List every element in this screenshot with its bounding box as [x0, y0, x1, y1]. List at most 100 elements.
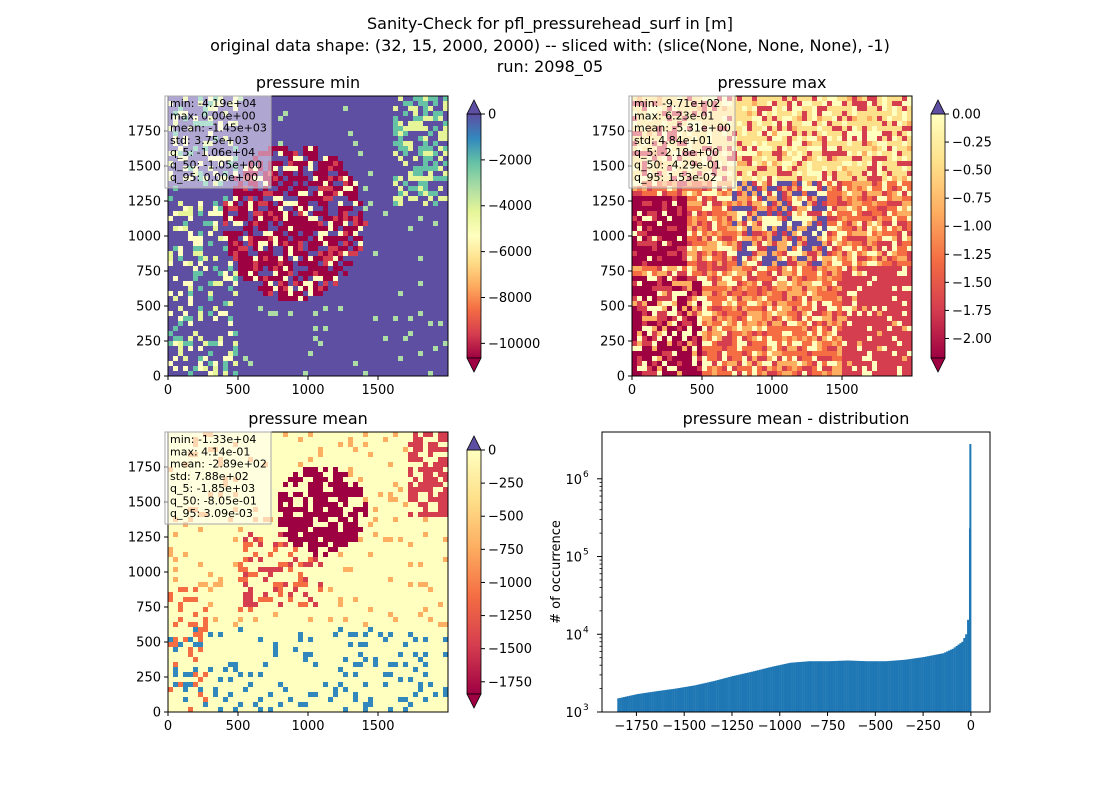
heatmap-cell — [298, 361, 304, 367]
heatmap-cell — [333, 111, 339, 117]
heatmap-cell — [762, 141, 768, 147]
heatmap-cell — [318, 231, 324, 237]
heatmap-cell — [712, 351, 718, 357]
heatmap-cell — [702, 196, 708, 202]
heatmap-cell — [298, 251, 304, 257]
heatmap-cell — [672, 326, 678, 332]
heatmap-cell — [398, 156, 404, 162]
heatmap-cell — [642, 301, 648, 307]
heatmap-cell — [263, 256, 269, 262]
heatmap-cell — [388, 141, 394, 147]
heatmap-cell — [218, 261, 224, 267]
heatmap-cell — [443, 351, 449, 357]
heatmap-cell — [428, 356, 434, 362]
heatmap-cell — [782, 171, 788, 177]
heatmap-cell — [208, 326, 214, 332]
heatmap-cell — [198, 186, 204, 192]
heatmap-cell — [647, 336, 653, 342]
heatmap-cell — [333, 151, 339, 157]
heatmap-cell — [782, 176, 788, 182]
heatmap-cell — [398, 251, 404, 257]
heatmap-cell — [398, 351, 404, 357]
heatmap-cell — [762, 286, 768, 292]
heatmap-cell — [433, 356, 439, 362]
heatmap-cell — [183, 231, 189, 237]
heatmap-cell — [223, 276, 229, 282]
heatmap-cell — [328, 126, 334, 132]
heatmap-cell — [393, 221, 399, 227]
heatmap-cell — [273, 331, 279, 337]
heatmap-cell — [767, 131, 773, 137]
heatmap-cell — [183, 186, 189, 192]
heatmap-cell — [353, 366, 359, 372]
heatmap-cell — [782, 206, 788, 212]
heatmap-cell — [278, 336, 284, 342]
heatmap-cell — [248, 261, 254, 267]
heatmap-cell — [243, 306, 249, 312]
heatmap-cell — [717, 321, 723, 327]
heatmap-cell — [632, 306, 638, 312]
heatmap-cell — [433, 236, 439, 242]
heatmap-cell — [767, 331, 773, 337]
heatmap-cell — [358, 151, 364, 157]
heatmap-cell — [433, 306, 439, 312]
heatmap-cell — [288, 111, 294, 117]
heatmap-cell — [243, 371, 249, 377]
heatmap-cell — [637, 226, 643, 232]
heatmap-cell — [433, 191, 439, 197]
heatmap-cell — [632, 351, 638, 357]
heatmap-cell — [348, 301, 354, 307]
heatmap-cell — [343, 141, 349, 147]
heatmap-cell — [777, 246, 783, 252]
heatmap-cell — [318, 96, 324, 102]
heatmap-cell — [767, 151, 773, 157]
heatmap-cell — [233, 341, 239, 347]
heatmap-cell — [433, 366, 439, 372]
heatmap-cell — [443, 361, 449, 367]
heatmap-cell — [363, 141, 369, 147]
heatmap-cell — [682, 281, 688, 287]
heatmap-cell — [253, 286, 259, 292]
heatmap-cell — [637, 251, 643, 257]
heatmap-cell — [757, 246, 763, 252]
heatmap-cell — [323, 251, 329, 257]
heatmap-cell — [173, 221, 179, 227]
heatmap-cell — [353, 306, 359, 312]
heatmap-cell — [218, 211, 224, 217]
heatmap-cell — [238, 241, 244, 247]
heatmap-cell — [757, 136, 763, 142]
heatmap-cell — [702, 206, 708, 212]
heatmap-cell — [363, 351, 369, 357]
heatmap-cell — [438, 291, 444, 297]
heatmap-cell — [243, 261, 249, 267]
heatmap-cell — [672, 361, 678, 367]
heatmap-cell — [632, 321, 638, 327]
heatmap-cell — [343, 271, 349, 277]
heatmap-cell — [398, 191, 404, 197]
heatmap-cell — [293, 156, 299, 162]
heatmap-cell — [333, 156, 339, 162]
heatmap-cell — [318, 346, 324, 352]
heatmap-cell — [198, 281, 204, 287]
heatmap-cell — [777, 241, 783, 247]
heatmap-cell — [198, 241, 204, 247]
heatmap-cell — [373, 216, 379, 222]
heatmap-cell — [203, 306, 209, 312]
heatmap-cell — [378, 111, 384, 117]
heatmap-cell — [173, 226, 179, 232]
heatmap-cell — [393, 271, 399, 277]
heatmap-cell — [662, 361, 668, 367]
heatmap-cell — [717, 331, 723, 337]
heatmap-cell — [358, 206, 364, 212]
heatmap-cell — [273, 291, 279, 297]
heatmap-cell — [308, 321, 314, 327]
heatmap-cell — [777, 346, 783, 352]
heatmap-cell — [792, 316, 798, 322]
heatmap-cell — [258, 196, 264, 202]
heatmap-cell — [782, 181, 788, 187]
heatmap-cell — [642, 341, 648, 347]
heatmap-cell — [183, 256, 189, 262]
heatmap-cell — [383, 226, 389, 232]
heatmap-cell — [717, 231, 723, 237]
heatmap-cell — [388, 221, 394, 227]
